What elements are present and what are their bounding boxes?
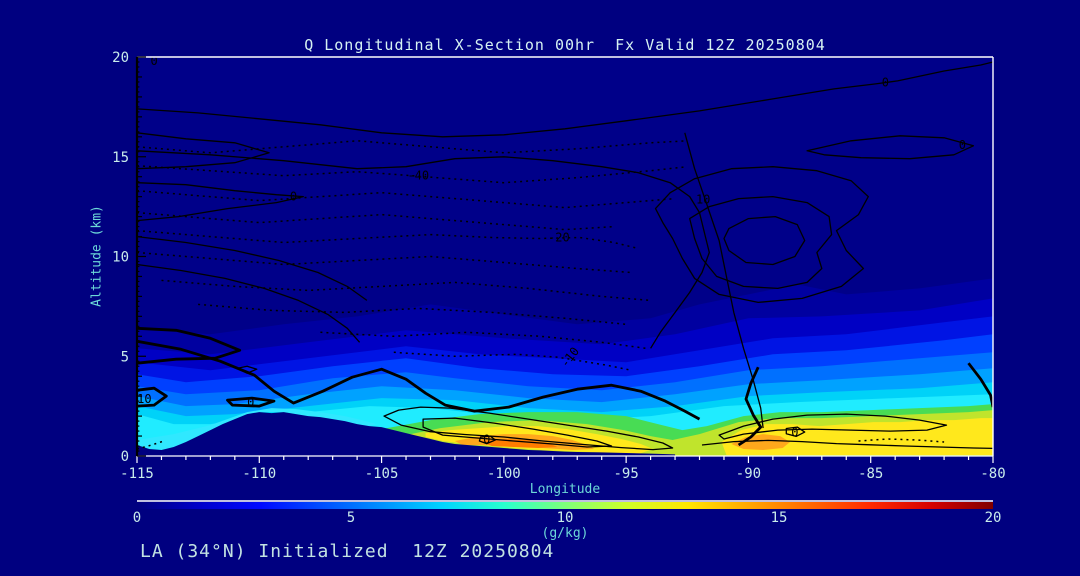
x-tick-label: -85 — [858, 466, 883, 482]
contour-label: 10 — [137, 392, 151, 406]
contour-line-solid — [137, 132, 270, 170]
contour-line-dot — [320, 331, 646, 350]
contour-line-solid — [137, 182, 304, 222]
contour-line-dot — [137, 140, 688, 154]
contour-label: 0 — [483, 433, 490, 447]
contour-label: 0 — [247, 396, 254, 410]
x-axis-label: Longitude — [529, 482, 601, 497]
contour-line-solid — [137, 150, 710, 349]
contour-label: 0 — [151, 54, 158, 68]
contour-line-dot — [858, 438, 945, 443]
init-caption: LA (34°N) Initialized 12Z 20250804 — [140, 541, 555, 562]
x-tick-label: -90 — [736, 466, 761, 482]
contour-line-thick — [137, 386, 168, 408]
colorbar-tick-label: 20 — [985, 510, 1002, 526]
x-tick-label: -80 — [980, 466, 1005, 482]
terrain-mask — [137, 412, 676, 456]
x-tick-label: -95 — [613, 466, 638, 482]
colorbar-tick-label: 0 — [133, 510, 141, 526]
x-tick-label: -115 — [120, 466, 154, 482]
contour-line-dot — [137, 229, 639, 250]
contour-line-solid — [684, 132, 764, 429]
colorbar-tick-label: 15 — [771, 510, 788, 526]
moisture-band — [479, 439, 558, 448]
contour-line-solid — [478, 435, 496, 445]
contour-line-thick — [737, 366, 763, 447]
y-tick-label: 20 — [112, 50, 129, 66]
contour-line-dot — [393, 351, 632, 371]
contour-line-dot — [137, 211, 614, 231]
colorbar-tick-label: 10 — [557, 510, 574, 526]
contour-label: 0 — [791, 425, 798, 439]
contour-line-thick — [137, 339, 701, 421]
moisture-band — [137, 408, 377, 450]
contour-line-solid — [718, 413, 948, 440]
x-tick-label: -105 — [365, 466, 399, 482]
y-axis-label: Altitude (km) — [89, 205, 105, 307]
x-tick-label: -100 — [487, 466, 521, 482]
contour-line-solid — [689, 195, 833, 290]
contour-line-solid — [137, 61, 993, 138]
contour-label: -40 — [407, 169, 429, 183]
colorbar-units-label: (g/kg) — [541, 526, 589, 541]
contour-line-dot — [161, 279, 651, 302]
contour-label: 10 — [696, 193, 710, 207]
contour-line-thick — [137, 326, 242, 365]
y-tick-label: 5 — [121, 349, 129, 365]
y-tick-label: 15 — [112, 150, 129, 166]
contour-line-thick — [226, 396, 276, 408]
contour-label: 0 — [290, 190, 297, 204]
y-tick-label: 10 — [112, 250, 129, 266]
moisture-band — [721, 418, 993, 455]
contour-line-solid — [383, 406, 674, 451]
contour-line-solid — [654, 166, 869, 304]
contour-line-dot — [198, 303, 627, 326]
contour-line-solid — [701, 439, 993, 450]
contour-line-solid — [785, 426, 806, 438]
contour-label: -20 — [548, 231, 570, 245]
contour-line-solid — [723, 215, 806, 266]
contour-line-solid — [806, 135, 975, 160]
colorbar — [137, 502, 993, 509]
contour-line-dot — [137, 251, 632, 274]
contour-line-solid — [137, 263, 361, 343]
contour-line-thick — [967, 362, 993, 408]
chart-title: Q Longitudinal X-Section 00hr Fx Valid 1… — [304, 36, 826, 54]
x-tick-label: -110 — [242, 466, 276, 482]
contour-label: 0 — [882, 76, 889, 90]
y-tick-label: 0 — [121, 449, 129, 465]
contour-line-solid — [137, 235, 368, 301]
contour-line-solid — [422, 417, 613, 448]
moisture-band — [731, 434, 790, 450]
colorbar-tick-label: 5 — [347, 510, 355, 526]
contour-label: 0 — [959, 138, 966, 152]
